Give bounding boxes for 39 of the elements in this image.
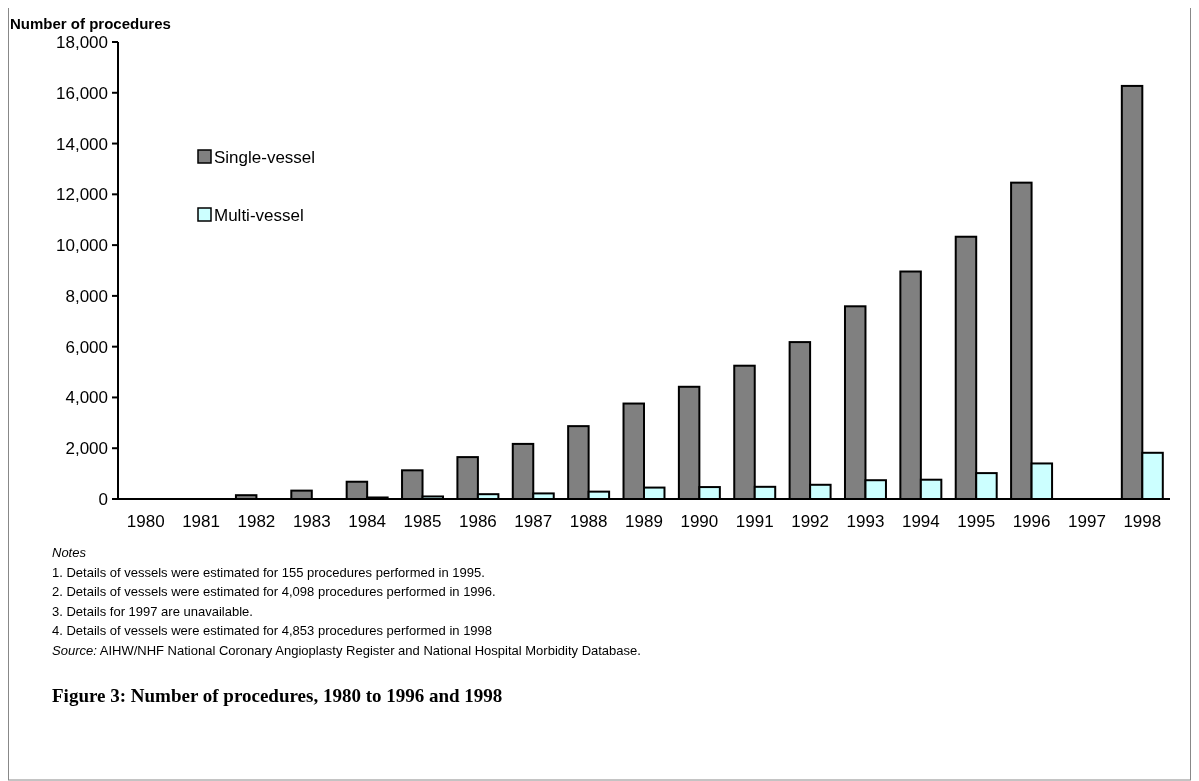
x-tick-label: 1980 <box>126 512 165 531</box>
x-tick-label: 1990 <box>680 512 719 531</box>
source-note: Source: AIHW/NHF National Coronary Angioplasty Register and National Hospital Morbidity Database. <box>52 642 641 658</box>
x-tick-label: 1981 <box>182 512 220 531</box>
text: 4. Details of vessels were estimated for 4,853 procedures performed in 1998 <box>52 623 493 638</box>
x-tick-label: 1989 <box>625 512 663 531</box>
y-tick-label: 18,000 <box>56 32 108 52</box>
x-tick-label: 1985 <box>403 512 442 531</box>
x-tick-label: 1996 <box>1012 512 1051 531</box>
y-tick-label: 2,000 <box>65 439 108 459</box>
legend-label: Single-vessel <box>214 147 316 167</box>
y-tick-label: 16,000 <box>56 83 108 103</box>
x-tick-label: 1988 <box>569 512 608 531</box>
y-axis-title: Number of procedures <box>10 15 171 32</box>
text: 2. Details of vessels were estimated for 4,098 procedures performed in 1996. <box>52 584 496 599</box>
y-tick-label: 12,000 <box>56 185 108 205</box>
y-tick-label: 14,000 <box>56 134 108 154</box>
x-tick-label: 1997 <box>1068 512 1106 531</box>
x-tick-label: 1998 <box>1123 512 1162 531</box>
text: 1. Details of vessels were estimated for 155 procedures performed in 1995. <box>52 564 485 580</box>
x-tick-label: 1995 <box>957 512 996 531</box>
text: Notes <box>52 545 87 560</box>
x-tick-label: 1986 <box>458 512 497 531</box>
legend-label: Multi-vessel <box>214 205 304 225</box>
y-tick-label: 0 <box>98 489 108 509</box>
x-tick-label: 1994 <box>901 512 940 531</box>
text: 3. Details for 1997 are unavailable. <box>52 603 253 619</box>
x-tick-label: 1992 <box>791 512 830 531</box>
x-tick-label: 1983 <box>292 512 331 531</box>
y-tick-label: 4,000 <box>65 388 108 408</box>
x-tick-label: 1993 <box>846 512 885 531</box>
y-tick-label: 6,000 <box>65 337 108 357</box>
x-tick-label: 1982 <box>237 512 276 531</box>
x-tick-label: 1984 <box>348 512 387 531</box>
x-tick-label: 1987 <box>514 512 553 531</box>
text: Figure 3: Number of procedures, 1980 to 1996 and 1998 <box>52 685 503 706</box>
x-tick-label: 1991 <box>735 512 774 531</box>
y-tick-label: 8,000 <box>65 286 108 306</box>
y-tick-label: 10,000 <box>56 236 108 256</box>
